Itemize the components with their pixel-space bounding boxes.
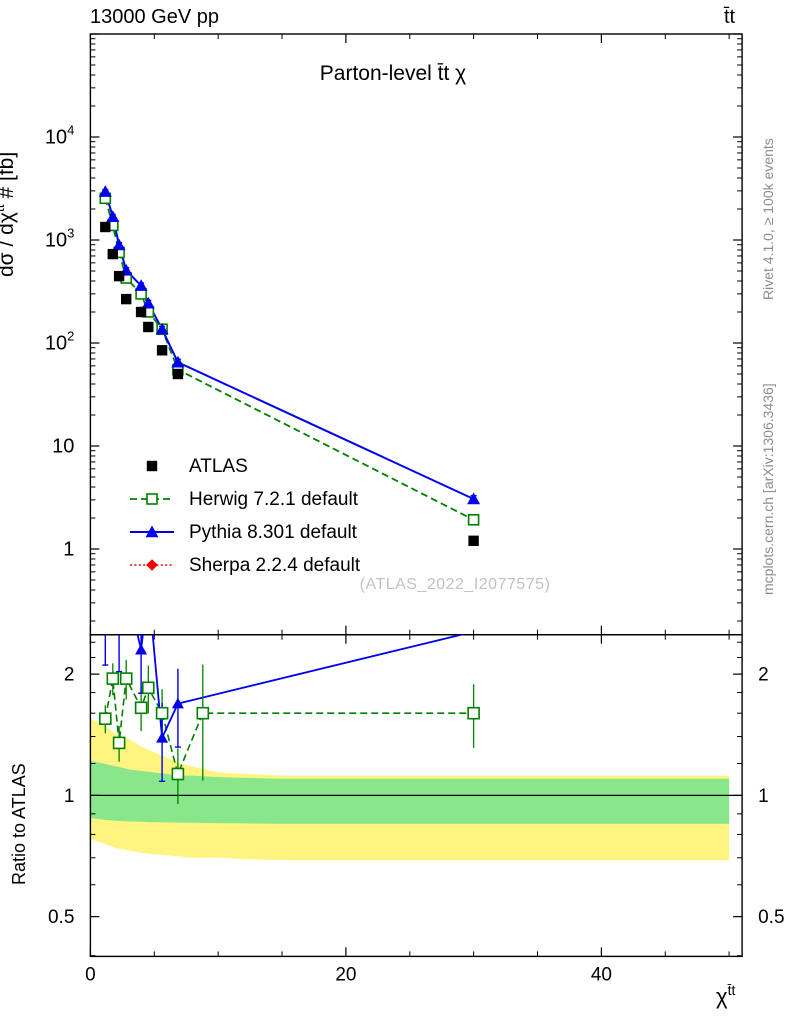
- svg-text:103: 103: [45, 226, 74, 252]
- svg-text:2: 2: [64, 665, 75, 686]
- svg-text:0: 0: [85, 964, 96, 985]
- svg-text:0.5: 0.5: [48, 907, 74, 928]
- svg-text:20: 20: [335, 964, 356, 985]
- svg-text:1: 1: [758, 786, 769, 807]
- svg-text:102: 102: [45, 329, 74, 355]
- svg-text:10: 10: [52, 436, 74, 458]
- svg-text:2: 2: [758, 665, 769, 686]
- svg-text:1: 1: [64, 786, 75, 807]
- svg-text:40: 40: [591, 964, 612, 985]
- svg-text:0.5: 0.5: [758, 907, 784, 928]
- svg-text:1: 1: [63, 539, 74, 561]
- svg-text:104: 104: [45, 123, 74, 149]
